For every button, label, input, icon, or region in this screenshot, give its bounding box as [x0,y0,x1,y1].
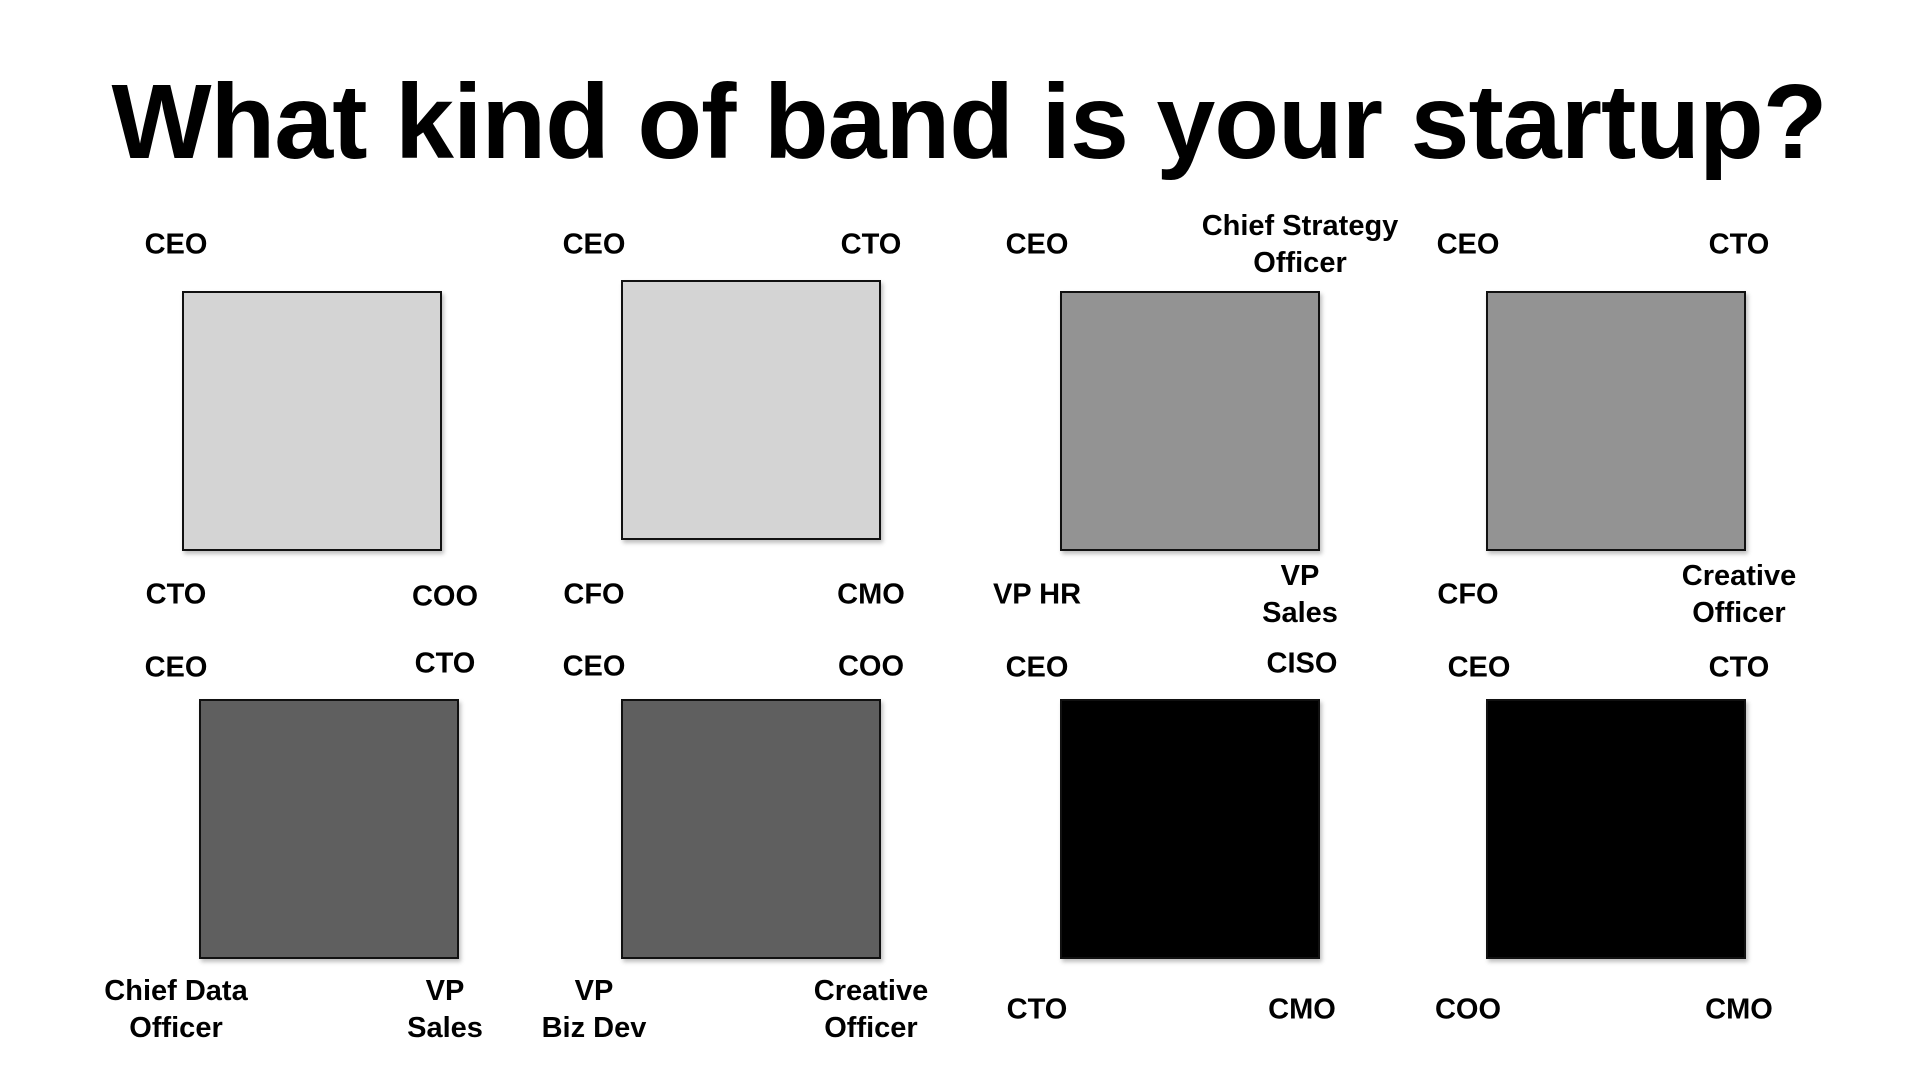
role-label: CEO [144,651,208,684]
role-label: COO [1434,993,1502,1026]
role-label: CISO [1266,647,1338,680]
role-label: CTO [145,578,207,611]
role-label: CFO [1437,578,1499,611]
role-label: CEO [562,650,626,683]
role-label: Chief Data Officer [104,975,248,1044]
role-label: CEO [1436,228,1500,261]
role-label: CMO [837,578,905,611]
band-square [1486,699,1746,959]
band-square [1060,699,1320,959]
band-square [1060,291,1320,551]
role-label: CEO [562,228,626,261]
band-square [182,291,442,551]
role-label: COO [411,580,479,613]
role-label: VP Sales [407,975,483,1044]
role-label: CTO [1708,651,1770,684]
band-square [621,699,881,959]
role-label: CTO [840,228,902,261]
role-label: CTO [414,647,476,680]
role-label: Chief Strategy Officer [1201,210,1399,279]
role-label: CEO [144,228,208,261]
role-label: CFO [563,578,625,611]
role-label: CMO [1268,993,1336,1026]
band-square [1486,291,1746,551]
role-label: VP HR [992,578,1082,611]
role-label: COO [837,650,905,683]
role-label: CEO [1005,651,1069,684]
role-label: Creative Officer [1681,560,1797,629]
role-label: VP Sales [1262,560,1338,629]
role-label: CTO [1006,993,1068,1026]
band-square [621,280,881,540]
role-label: CEO [1005,228,1069,261]
role-label: Creative Officer [813,975,929,1044]
role-label: CMO [1705,993,1773,1026]
band-square [199,699,459,959]
role-label: CEO [1447,651,1511,684]
slide-title: What kind of band is your startup? [111,63,1828,181]
role-label: CTO [1708,228,1770,261]
role-label: VP Biz Dev [541,975,647,1044]
